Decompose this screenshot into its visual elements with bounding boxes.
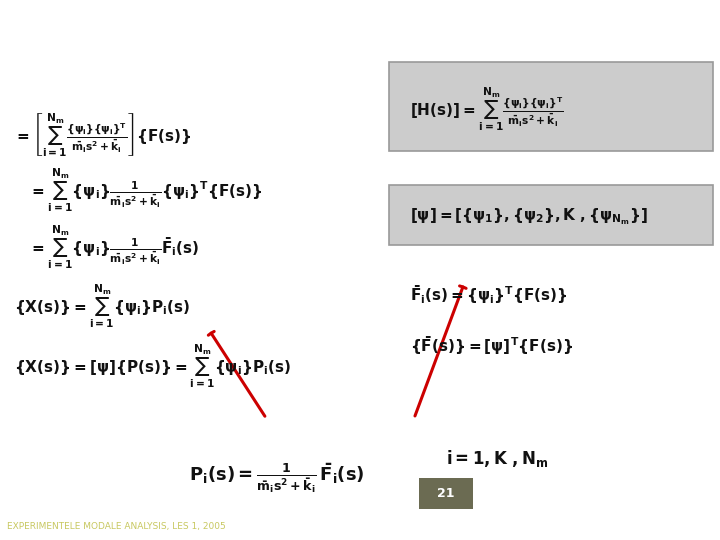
FancyBboxPatch shape: [389, 185, 713, 245]
Text: $\mathbf{i = 1, K\ ,N_m}$: $\mathbf{i = 1, K\ ,N_m}$: [446, 448, 549, 469]
Text: $\mathbf{\bar{F}_i(s) = \{\psi_i\}^T\{F(s)\}}$: $\mathbf{\bar{F}_i(s) = \{\psi_i\}^T\{F(…: [410, 283, 568, 306]
Bar: [419, 478, 473, 509]
Text: $\mathbf{= \left[\sum_{i=1}^{N_m}\frac{\{\psi_i\}\{\psi_i\}^T}{\bar{m}_i s^2+\ba: $\mathbf{= \left[\sum_{i=1}^{N_m}\frac{\…: [14, 111, 192, 159]
FancyBboxPatch shape: [389, 63, 713, 152]
Text: $\mathbf{[\psi] = [\{\psi_1\},\{\psi_2\},K\ ,\{\psi_{N_m}\}]}$: $\mathbf{[\psi] = [\{\psi_1\},\{\psi_2\}…: [410, 207, 648, 227]
Text: $\mathbf{\{\bar{F}(s)\} = [\psi]^T\{F(s)\}}$: $\mathbf{\{\bar{F}(s)\} = [\psi]^T\{F(s)…: [410, 334, 574, 357]
Text: EXPERIMENTELE MODALE ANALYSIS, LES 1, 2005: EXPERIMENTELE MODALE ANALYSIS, LES 1, 20…: [7, 522, 226, 531]
Text: Vrije Universiteit Brussel: Vrije Universiteit Brussel: [525, 519, 713, 534]
Text: $\mathbf{= \sum_{i=1}^{N_m}\{\psi_i\}\frac{1}{\bar{m}_i s^2+\bar{k}_i}\{\psi_i\}: $\mathbf{= \sum_{i=1}^{N_m}\{\psi_i\}\fr…: [29, 166, 262, 214]
Text: $\mathbf{[H(s)] = \sum_{i=1}^{N_m}\frac{\{\psi_i\}\{\psi_i\}^T}{\bar{m}_i s^2+\b: $\mathbf{[H(s)] = \sum_{i=1}^{N_m}\frac{…: [410, 85, 564, 133]
Text: 21: 21: [437, 487, 455, 500]
Text: $\mathbf{P_i(s) = \frac{1}{\bar{m}_i s^2 + \bar{k}_i}\,\bar{F}_i(s)}$: $\mathbf{P_i(s) = \frac{1}{\bar{m}_i s^2…: [189, 461, 365, 495]
Text: $\mathbf{= \sum_{i=1}^{N_m}\{\psi_i\}\frac{1}{\bar{m}_i s^2+\bar{k}_i}\bar{F}_i(: $\mathbf{= \sum_{i=1}^{N_m}\{\psi_i\}\fr…: [29, 224, 199, 271]
Text: Modal Model: Modal Model: [22, 14, 206, 42]
Text: $\mathbf{\{X(s)\} = [\psi]\{P(s)\} = \sum_{i=1}^{N_m}\{\psi_i\}P_i(s)}$: $\mathbf{\{X(s)\} = [\psi]\{P(s)\} = \su…: [14, 342, 292, 390]
Text: Acoustics & Vibration Research Group: Acoustics & Vibration Research Group: [503, 488, 713, 498]
Text: $\mathbf{\{X(s)\} = \sum_{i=1}^{N_m}\{\psi_i\}P_i(s)}$: $\mathbf{\{X(s)\} = \sum_{i=1}^{N_m}\{\p…: [14, 283, 191, 330]
